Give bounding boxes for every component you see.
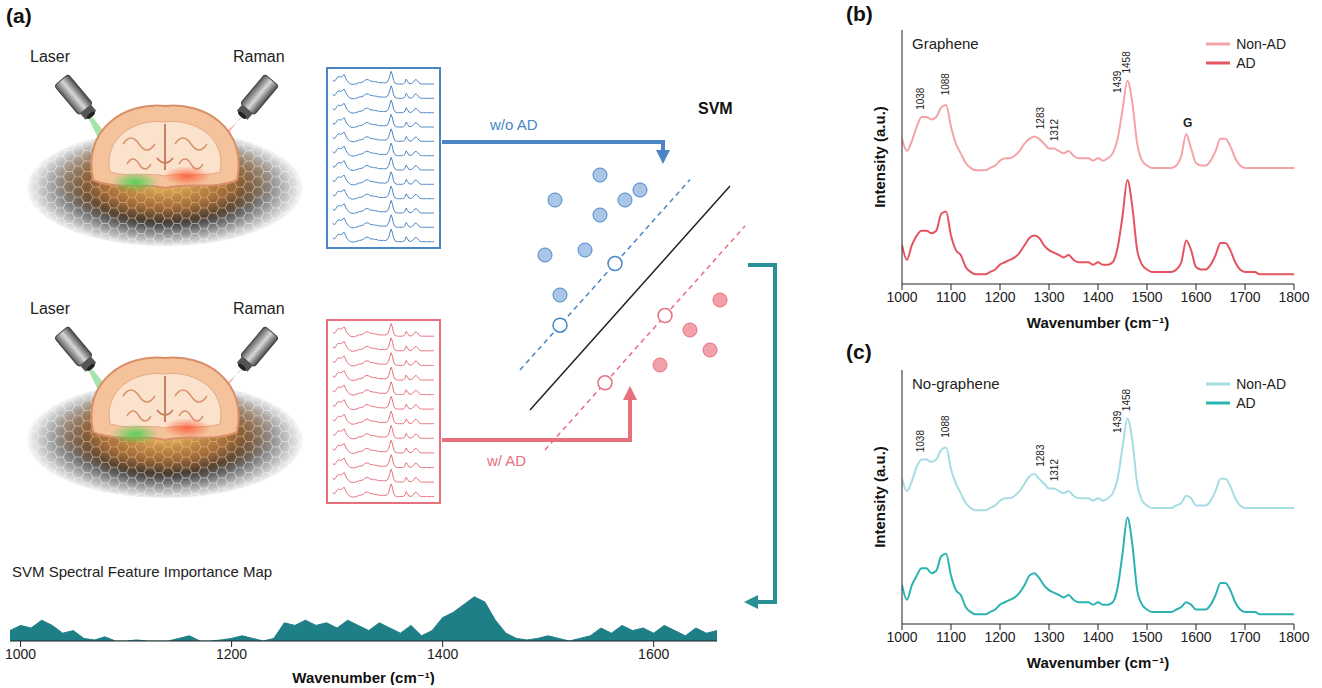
svg-text:1000: 1000 — [886, 289, 917, 305]
svg-text:1283: 1283 — [1035, 444, 1046, 467]
html-text:Non-AD: Non-AD — [1236, 35, 1286, 52]
svg-text:1088: 1088 — [940, 415, 951, 438]
svg-text:1500: 1500 — [1131, 629, 1162, 645]
svg-text:1458: 1458 — [1121, 51, 1132, 74]
svg-text:1200: 1200 — [984, 289, 1015, 305]
svg-text:1200: 1200 — [984, 629, 1015, 645]
svg-text:1283: 1283 — [1035, 106, 1046, 129]
svg-text:Wavenumber (cm⁻¹): Wavenumber (cm⁻¹) — [1027, 314, 1169, 331]
svg-text:1439: 1439 — [1111, 70, 1123, 93]
html-text:(b): (b) — [846, 2, 873, 25]
svg-text:1800: 1800 — [1278, 289, 1309, 305]
svg-text:1038: 1038 — [915, 87, 926, 110]
svg-text:1600: 1600 — [1180, 289, 1211, 305]
svg-text:w/o AD: w/o AD — [489, 116, 538, 133]
svg-text:1312: 1312 — [1049, 119, 1060, 142]
svg-text:1600: 1600 — [638, 646, 669, 662]
html-text:AD: AD — [1236, 394, 1256, 411]
svg-text:SVM: SVM — [698, 100, 733, 117]
svg-text:1400: 1400 — [427, 646, 458, 662]
svg-text:1300: 1300 — [1033, 629, 1064, 645]
svg-text:1000: 1000 — [5, 646, 36, 662]
svg-text:1500: 1500 — [1131, 289, 1162, 305]
svg-text:1800: 1800 — [1278, 629, 1309, 645]
svg-text:1458: 1458 — [1121, 388, 1132, 411]
svg-text:Raman: Raman — [233, 48, 285, 65]
svg-text:Laser: Laser — [30, 48, 71, 65]
svg-text:1600: 1600 — [1180, 629, 1211, 645]
html-text:Non-AD: Non-AD — [1236, 375, 1286, 392]
svg-text:Intensity (a.u.): Intensity (a.u.) — [871, 446, 888, 548]
svg-text:Intensity (a.u.): Intensity (a.u.) — [871, 106, 888, 208]
svg-text:Raman: Raman — [233, 300, 285, 317]
svg-text:1700: 1700 — [1229, 629, 1260, 645]
svg-text:1088: 1088 — [940, 73, 951, 96]
svg-text:1400: 1400 — [1082, 629, 1113, 645]
html-text:Graphene: Graphene — [912, 35, 979, 52]
html-text:SVM Spectral Feature Importanc: SVM Spectral Feature Importance Map — [12, 563, 273, 580]
svg-text:1300: 1300 — [1033, 289, 1064, 305]
html-text:(c): (c) — [846, 340, 872, 363]
html-text:No-graphene: No-graphene — [912, 375, 1000, 392]
html-text:AD: AD — [1236, 54, 1256, 71]
svg-text:1312: 1312 — [1049, 459, 1060, 482]
svg-text:1038: 1038 — [915, 430, 926, 453]
svg-text:Wavenumber (cm⁻¹): Wavenumber (cm⁻¹) — [292, 669, 434, 685]
svg-text:1100: 1100 — [936, 629, 966, 645]
svg-text:w/ AD: w/ AD — [486, 452, 526, 469]
svg-text:1000: 1000 — [886, 629, 917, 645]
svg-text:1100: 1100 — [936, 289, 966, 305]
svg-text:1200: 1200 — [216, 646, 247, 662]
svg-text:1700: 1700 — [1229, 289, 1260, 305]
svg-text:G: G — [1183, 116, 1192, 130]
svg-text:1439: 1439 — [1112, 410, 1123, 433]
svg-text:Laser: Laser — [30, 300, 71, 317]
svg-text:Wavenumber (cm⁻¹): Wavenumber (cm⁻¹) — [1027, 654, 1169, 671]
svg-text:1400: 1400 — [1082, 289, 1113, 305]
html-text:(a): (a) — [6, 4, 32, 27]
